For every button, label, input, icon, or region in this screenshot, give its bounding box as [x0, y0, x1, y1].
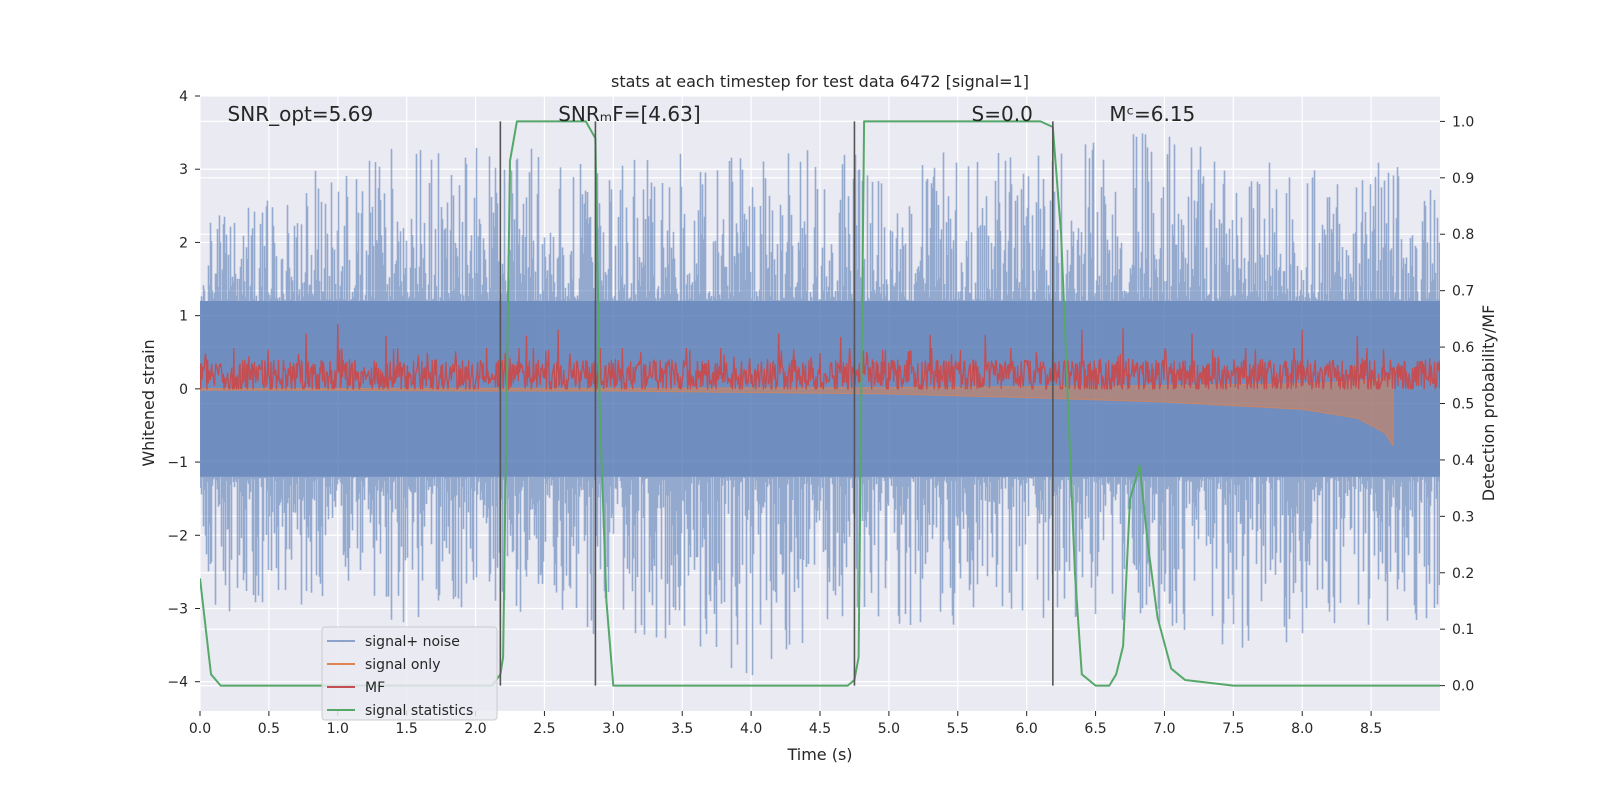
y-tick-label: 1 [179, 309, 188, 325]
y-tick-label: 4 [179, 89, 188, 105]
legend: signal+ noise signal only MF signal statist… [321, 626, 498, 721]
y-right-tick-label: 0.3 [1452, 509, 1474, 525]
x-tick-label: 1.0 [327, 721, 349, 737]
x-tick-label: 3.0 [602, 721, 624, 737]
x-tick-label: 2.0 [464, 721, 486, 737]
ticks: 0.0 0.5 1.0 1.5 2.0 2.5 3.0 3.5 4.0 4.5 5.0 5.5 6.0 6… [167, 89, 1474, 737]
y-tick-label: −2 [167, 528, 188, 544]
x-tick-label: 5.5 [947, 721, 969, 737]
y-right-tick-label: 0.2 [1452, 566, 1474, 582]
annotation-s-val: S=0.0 [972, 102, 1033, 126]
chart-title: stats at each timestep for test data 647… [611, 72, 1029, 91]
legend-label: signal statistics [365, 703, 473, 719]
x-tick-label: 1.5 [396, 721, 418, 737]
y-tick-label: 2 [179, 235, 188, 251]
y-tick-label: −1 [167, 455, 188, 471]
y-tick-label: −4 [167, 675, 188, 691]
x-tick-label: 7.5 [1222, 721, 1244, 737]
series-layer [200, 120, 1440, 687]
y-right-tick-label: 0.9 [1452, 171, 1474, 187]
y-right-tick-label: 0.1 [1452, 622, 1474, 638]
y-tick-label: 3 [179, 162, 188, 178]
x-tick-label: 6.0 [1016, 721, 1038, 737]
x-tick-label: 5.0 [878, 721, 900, 737]
x-tick-label: 2.5 [533, 721, 555, 737]
y-right-tick-label: 0.5 [1452, 397, 1474, 413]
x-axis-label: Time (s) [786, 745, 852, 764]
y-right-tick-label: 0.8 [1452, 227, 1474, 243]
annotation-mc-val: Mᶜ=6.15 [1109, 102, 1195, 126]
annotations: SNR_opt=5.69 SNRₘF=[4.63] S=0.0 Mᶜ=6.15 [228, 102, 1196, 126]
x-tick-label: 4.5 [809, 721, 831, 737]
x-tick-label: 0.0 [189, 721, 211, 737]
annotation-snr-mf: SNRₘF=[4.63] [558, 102, 700, 126]
y-right-tick-label: 0.0 [1452, 679, 1474, 695]
series-mf [200, 323, 1440, 390]
legend-box [321, 626, 498, 721]
x-tick-label: 6.5 [1084, 721, 1106, 737]
x-tick-label: 0.5 [258, 721, 280, 737]
y-axis-label: Whitened strain [139, 339, 158, 466]
legend-label: signal only [365, 657, 440, 673]
x-tick-label: 8.0 [1291, 721, 1313, 737]
vertical-lines [499, 121, 1054, 686]
y-right-tick-label: 1.0 [1452, 114, 1474, 130]
y-right-tick-label: 0.6 [1452, 340, 1474, 356]
y-tick-label: 0 [179, 382, 188, 398]
y-tick-label: −3 [167, 602, 188, 618]
legend-label: signal+ noise [365, 634, 460, 650]
y-right-tick-label: 0.7 [1452, 284, 1474, 300]
y-axis-right-label: Detection probability/MF [1479, 305, 1498, 502]
x-tick-label: 8.5 [1360, 721, 1382, 737]
y-right-tick-label: 0.4 [1452, 453, 1474, 469]
annotation-snr-opt: SNR_opt=5.69 [228, 102, 374, 126]
x-tick-label: 4.0 [740, 721, 762, 737]
x-tick-label: 3.5 [671, 721, 693, 737]
legend-label: MF [365, 680, 385, 696]
x-tick-label: 7.0 [1153, 721, 1175, 737]
